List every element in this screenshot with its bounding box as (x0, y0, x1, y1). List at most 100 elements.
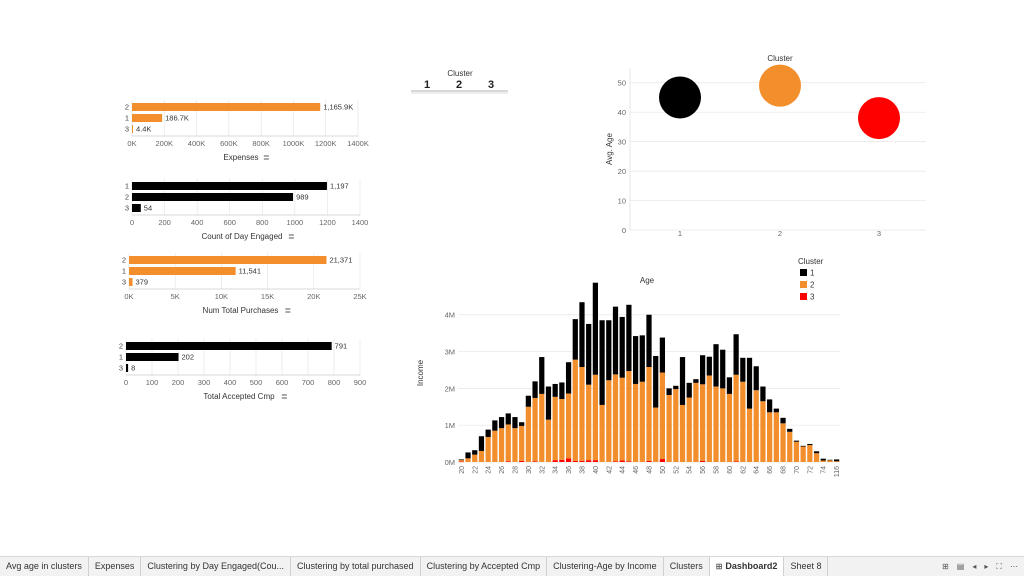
age-income-bar-segment[interactable] (820, 458, 826, 461)
age-income-bar-segment[interactable] (458, 461, 464, 463)
age-income-bar-segment[interactable] (512, 417, 518, 429)
age-income-bar-segment[interactable] (626, 461, 632, 462)
accepted-cmp-bar[interactable] (126, 364, 129, 372)
expenses-bar[interactable] (132, 103, 321, 111)
age-income-bar-segment[interactable] (679, 404, 686, 462)
age-income-bar-segment[interactable] (659, 337, 666, 373)
age-income-bar-segment[interactable] (545, 386, 552, 420)
age-income-bar-segment[interactable] (552, 460, 558, 462)
cluster-header-label-3[interactable]: 3 (488, 79, 494, 91)
age-income-bar-segment[interactable] (713, 386, 719, 462)
age-income-bar-segment[interactable] (559, 459, 565, 462)
age-income-bar-segment[interactable] (498, 428, 505, 462)
legend-swatch[interactable] (800, 269, 807, 276)
age-income-bar-segment[interactable] (813, 451, 820, 454)
age-income-bar-segment[interactable] (793, 441, 800, 462)
legend-swatch[interactable] (800, 293, 807, 300)
age-income-bar-segment[interactable] (646, 314, 652, 368)
age-income-bar-segment[interactable] (700, 460, 706, 462)
age-income-bar-segment[interactable] (552, 383, 558, 397)
age-income-bar-segment[interactable] (753, 366, 759, 391)
age-income-bar-segment[interactable] (532, 397, 538, 462)
fullscreen-icon[interactable]: ⛶ (996, 561, 1002, 571)
age-income-bar-segment[interactable] (586, 460, 592, 462)
age-income-bar-segment[interactable] (478, 436, 485, 451)
legend-swatch[interactable] (800, 281, 807, 288)
age-income-bar-segment[interactable] (465, 458, 471, 462)
age-income-bar-segment[interactable] (579, 460, 585, 462)
age-income-bar-segment[interactable] (565, 458, 572, 462)
age-income-bar-segment[interactable] (807, 445, 813, 462)
sheet-tab[interactable]: Clustering by Day Engaged(Cou... (141, 557, 291, 576)
age-income-bar-segment[interactable] (478, 450, 485, 462)
age-income-bar-segment[interactable] (679, 357, 686, 405)
age-income-bar-segment[interactable] (606, 380, 612, 462)
age-income-bar-segment[interactable] (639, 381, 645, 462)
age-income-bar-segment[interactable] (458, 459, 464, 461)
age-income-bar-segment[interactable] (686, 382, 692, 398)
age-income-bar-segment[interactable] (733, 374, 739, 462)
age-income-bar-segment[interactable] (746, 408, 753, 462)
age-income-bar-segment[interactable] (492, 430, 498, 462)
age-income-bar-segment[interactable] (532, 381, 538, 398)
age-income-bar-segment[interactable] (760, 386, 766, 402)
age-income-bar-segment[interactable] (472, 454, 478, 462)
age-income-bar-segment[interactable] (800, 446, 806, 462)
day-engaged-bar[interactable] (132, 204, 141, 212)
accepted-cmp-bar[interactable] (126, 342, 332, 350)
sheet-tab[interactable]: ⊞ Dashboard2 (709, 557, 785, 576)
age-income-bar-segment[interactable] (653, 407, 659, 462)
age-income-bar-segment[interactable] (720, 349, 726, 389)
age-income-bar-segment[interactable] (525, 406, 531, 462)
age-income-bar-segment[interactable] (834, 459, 840, 462)
age-income-bar-segment[interactable] (820, 460, 826, 462)
expenses-bar[interactable] (132, 114, 163, 122)
age-income-bar-segment[interactable] (780, 417, 786, 424)
age-income-bar-segment[interactable] (512, 428, 518, 462)
age-income-bar-segment[interactable] (519, 460, 525, 462)
age-income-bar-segment[interactable] (545, 419, 552, 462)
age-income-bar-segment[interactable] (532, 461, 538, 462)
age-income-bar-segment[interactable] (559, 399, 565, 460)
age-income-bar-segment[interactable] (579, 302, 585, 368)
more-icon[interactable]: ⋯ (1010, 562, 1018, 571)
age-income-bar-segment[interactable] (572, 359, 578, 461)
age-income-bar-segment[interactable] (498, 417, 505, 429)
age-income-bar-segment[interactable] (485, 436, 491, 462)
age-income-bar-segment[interactable] (686, 397, 692, 462)
age-income-bar-segment[interactable] (612, 461, 619, 462)
cluster-header-label-1[interactable]: 1 (424, 79, 430, 91)
age-income-bar-segment[interactable] (612, 306, 619, 375)
age-income-bar-segment[interactable] (572, 460, 578, 462)
age-income-bar-segment[interactable] (565, 393, 572, 459)
age-income-bar-segment[interactable] (619, 377, 625, 461)
day-engaged-bar[interactable] (132, 182, 327, 190)
age-income-bar-segment[interactable] (767, 412, 773, 462)
age-income-bar-segment[interactable] (539, 357, 545, 394)
total-purchases-bar[interactable] (129, 278, 133, 286)
age-income-bar-segment[interactable] (525, 395, 531, 407)
age-income-bar-segment[interactable] (827, 460, 833, 462)
age-income-bar-segment[interactable] (673, 385, 679, 390)
age-income-bar-segment[interactable] (505, 413, 511, 425)
age-income-bar-segment[interactable] (673, 389, 679, 462)
age-income-bar-segment[interactable] (653, 355, 659, 408)
age-income-bar-segment[interactable] (700, 355, 706, 385)
avg-age-point[interactable] (759, 64, 801, 107)
age-income-bar-segment[interactable] (552, 396, 558, 461)
age-income-bar-segment[interactable] (458, 460, 464, 462)
age-income-bar-segment[interactable] (646, 367, 652, 461)
age-income-bar-segment[interactable] (539, 393, 545, 462)
age-income-bar-segment[interactable] (706, 375, 712, 462)
avg-age-point[interactable] (659, 76, 701, 119)
sort-icon[interactable]: ≣ (288, 232, 295, 241)
age-income-bar-segment[interactable] (646, 460, 652, 462)
age-income-bar-segment[interactable] (472, 450, 478, 455)
age-income-bar-segment[interactable] (787, 428, 793, 432)
total-purchases-bar[interactable] (129, 267, 236, 275)
sheet-tab[interactable]: Clustering by Accepted Cmp (421, 557, 548, 576)
avg-age-point[interactable] (858, 97, 900, 140)
age-income-bar-segment[interactable] (632, 336, 639, 384)
age-income-bar-segment[interactable] (773, 412, 779, 462)
age-income-bar-segment[interactable] (780, 423, 786, 462)
